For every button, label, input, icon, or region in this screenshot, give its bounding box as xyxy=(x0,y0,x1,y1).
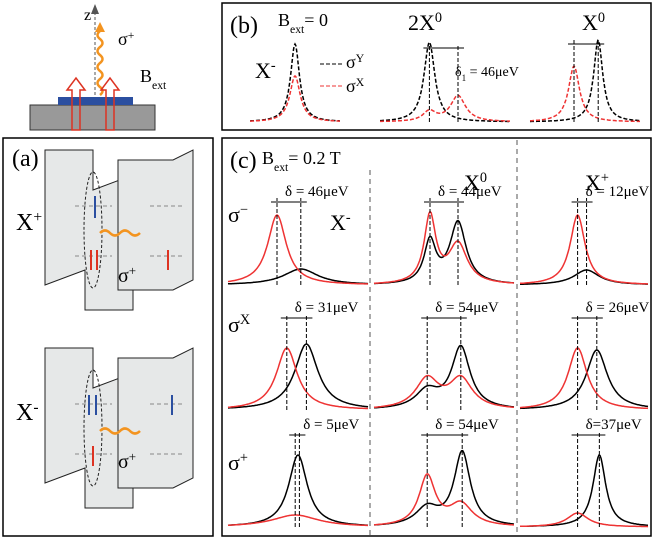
spectrum xyxy=(374,221,514,284)
text-part: = 46μeV xyxy=(466,65,519,80)
spectrum xyxy=(374,451,514,525)
text-part: = 0 xyxy=(304,10,328,30)
text-part: + xyxy=(129,263,136,278)
splitting-label: δ1 = 46μeV xyxy=(455,65,519,83)
spectrum xyxy=(374,474,514,525)
field-label: Bext= 0 xyxy=(278,10,328,36)
splitting-label: δ = 54μeV xyxy=(435,417,499,433)
text-part: 2X xyxy=(408,10,435,35)
text-part: - xyxy=(346,210,351,226)
spectrum xyxy=(374,345,514,407)
spectrum xyxy=(374,212,514,284)
text-part: X xyxy=(16,210,33,236)
splitting-label: δ = 31μeV xyxy=(295,300,359,316)
spectrum xyxy=(530,66,640,121)
text-part: B xyxy=(278,10,290,30)
substrate xyxy=(30,105,155,130)
quantum-dot-layer xyxy=(58,97,133,105)
splitting-label: δ = 44μeV xyxy=(438,184,502,200)
text-part: X xyxy=(582,10,598,35)
text-part: + xyxy=(129,449,136,464)
schematic xyxy=(30,4,155,130)
spectrum xyxy=(520,513,648,527)
text-part: 0 xyxy=(435,10,442,26)
text-part: X xyxy=(16,400,33,426)
text-part: X xyxy=(330,210,346,235)
panel-label: (a) xyxy=(12,146,39,172)
text-part: 0 xyxy=(598,10,605,26)
text-part: B xyxy=(262,148,274,168)
state-label: 2X0 xyxy=(408,10,442,35)
text-part: + xyxy=(128,29,135,42)
text-part: ext xyxy=(152,79,167,92)
legend-label: σY xyxy=(346,52,365,73)
text-part: σ xyxy=(118,451,129,473)
spectrum xyxy=(520,215,648,284)
splitting-label: δ = 54μeV xyxy=(435,300,499,316)
z-arrow xyxy=(91,4,99,14)
text-part: σ xyxy=(118,265,129,287)
row-label: σ− xyxy=(228,202,248,227)
text-part: − xyxy=(240,202,248,218)
text-part: X xyxy=(356,76,365,89)
text-part: - xyxy=(271,58,276,74)
state-label: X- xyxy=(330,210,351,235)
text-part: X xyxy=(240,312,251,328)
spectrum xyxy=(520,350,648,408)
spectrum xyxy=(380,42,510,121)
photon-arrow xyxy=(95,22,105,32)
text-part: σ xyxy=(346,52,356,72)
text-part: + xyxy=(33,209,42,226)
axis-label: z xyxy=(84,7,91,24)
text-part: ext xyxy=(274,161,289,174)
text-part: Y xyxy=(356,52,365,65)
splitting-label: δ=37μeV xyxy=(586,417,642,433)
spectrum xyxy=(228,515,368,526)
panel-label: (b) xyxy=(230,13,258,39)
text-part: σ xyxy=(228,312,240,337)
text-part: σ xyxy=(346,76,356,96)
spectrum xyxy=(530,40,640,121)
row-label: σX xyxy=(228,312,251,337)
text-part: = 0.2 T xyxy=(288,148,340,168)
splitting-label: δ = 26μeV xyxy=(586,300,650,316)
photon-wave xyxy=(98,31,103,95)
text-part: σ xyxy=(118,29,128,49)
state-label: X- xyxy=(16,399,39,427)
state-label: X0 xyxy=(582,10,605,35)
text-part: σ xyxy=(228,450,240,475)
field-label: Bext= 0.2 T xyxy=(262,148,341,174)
panel-label: (c) xyxy=(230,148,257,174)
state-label: X- xyxy=(255,58,276,83)
spectrum xyxy=(228,269,368,284)
splitting-label: δ = 12μeV xyxy=(586,184,650,200)
text-part: ext xyxy=(290,23,305,36)
spectrum xyxy=(380,95,510,121)
text-part: B xyxy=(140,66,152,86)
text-part: + xyxy=(240,450,248,466)
text-part: X xyxy=(255,58,271,83)
splitting-label: δ = 5μeV xyxy=(303,417,359,433)
photon-label: σ+ xyxy=(118,29,135,50)
splitting-label: δ = 46μeV xyxy=(285,184,349,200)
field-label: Bext xyxy=(140,66,167,92)
text-part: σ xyxy=(228,202,240,227)
legend-label: σX xyxy=(346,76,365,97)
spectrum xyxy=(228,348,368,408)
text-part: - xyxy=(33,399,38,416)
figure: zσ+Bext(a)X+σ+X-σ+(b)Bext= 0X-2X0X0σYσXδ… xyxy=(0,0,654,539)
state-label: X+ xyxy=(16,209,42,237)
row-label: σ+ xyxy=(228,450,248,475)
